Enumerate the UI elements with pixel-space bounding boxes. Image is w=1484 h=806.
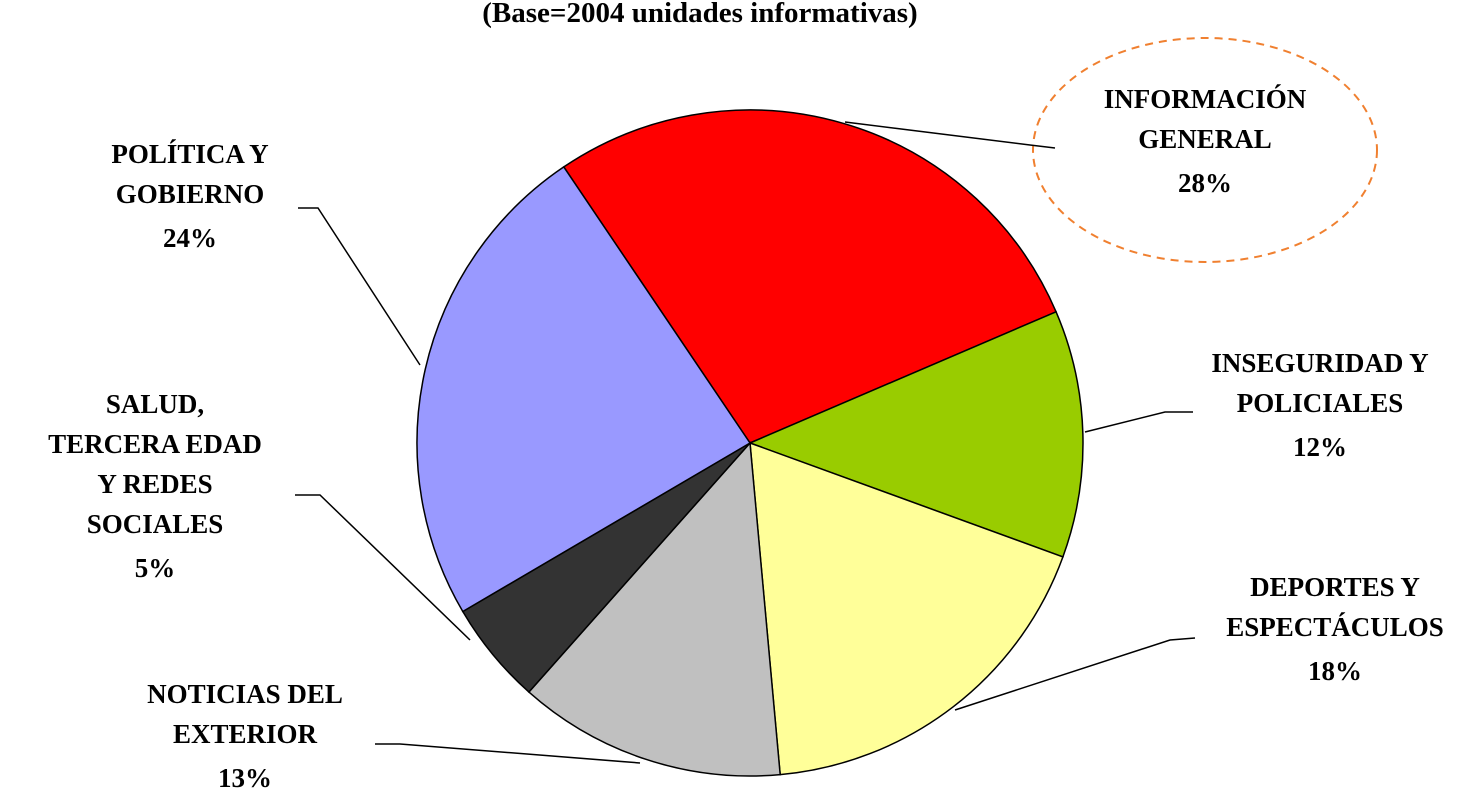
chart-subtitle: (Base=2004 unidades informativas) — [482, 0, 917, 29]
slice-label: INFORMACIÓN — [1104, 84, 1307, 114]
leader-line — [1084, 411, 1193, 433]
highlight-ellipse — [1032, 37, 1378, 263]
slice-value-label: 12% — [1293, 432, 1347, 462]
slice-label: TERCERA EDAD — [48, 429, 262, 459]
pie-slice — [416, 165, 752, 613]
pie-slice — [527, 441, 781, 777]
leader-line — [954, 637, 1196, 711]
pie-slice — [747, 310, 1084, 558]
slice-label: GENERAL — [1138, 124, 1272, 154]
pie-slice — [749, 441, 1064, 776]
slice-value-label: 5% — [135, 553, 176, 583]
slice-label: NOTICIAS DEL — [147, 679, 343, 709]
slice-label: Y REDES — [97, 469, 212, 499]
leader-line — [375, 743, 641, 764]
slice-value-label: 18% — [1308, 656, 1362, 686]
slice-label: INSEGURIDAD Y — [1211, 348, 1428, 378]
pie-slice — [562, 109, 1058, 444]
slice-value-label: 28% — [1178, 168, 1232, 198]
slice-label: DEPORTES Y — [1250, 572, 1420, 602]
slice-label: ESPECTÁCULOS — [1226, 612, 1444, 642]
leader-line — [844, 121, 1056, 149]
slice-label: POLICIALES — [1237, 388, 1404, 418]
slice-label: POLÍTICA Y — [111, 139, 268, 169]
slice-label: SOCIALES — [87, 509, 224, 539]
slice-value-label: 24% — [163, 223, 217, 253]
slice-value-label: 13% — [218, 763, 272, 793]
slice-label: EXTERIOR — [173, 719, 318, 749]
leader-line — [295, 494, 471, 641]
leader-line — [298, 207, 421, 366]
slice-label: GOBIERNO — [116, 179, 265, 209]
slice-label: SALUD, — [106, 389, 204, 419]
